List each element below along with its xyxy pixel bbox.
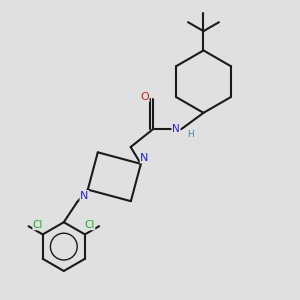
Text: N: N bbox=[172, 124, 180, 134]
Text: N: N bbox=[80, 190, 88, 201]
Text: Cl: Cl bbox=[84, 220, 95, 230]
Text: Cl: Cl bbox=[33, 220, 43, 230]
Text: H: H bbox=[187, 130, 194, 139]
Text: O: O bbox=[140, 92, 149, 101]
Text: N: N bbox=[140, 153, 148, 163]
